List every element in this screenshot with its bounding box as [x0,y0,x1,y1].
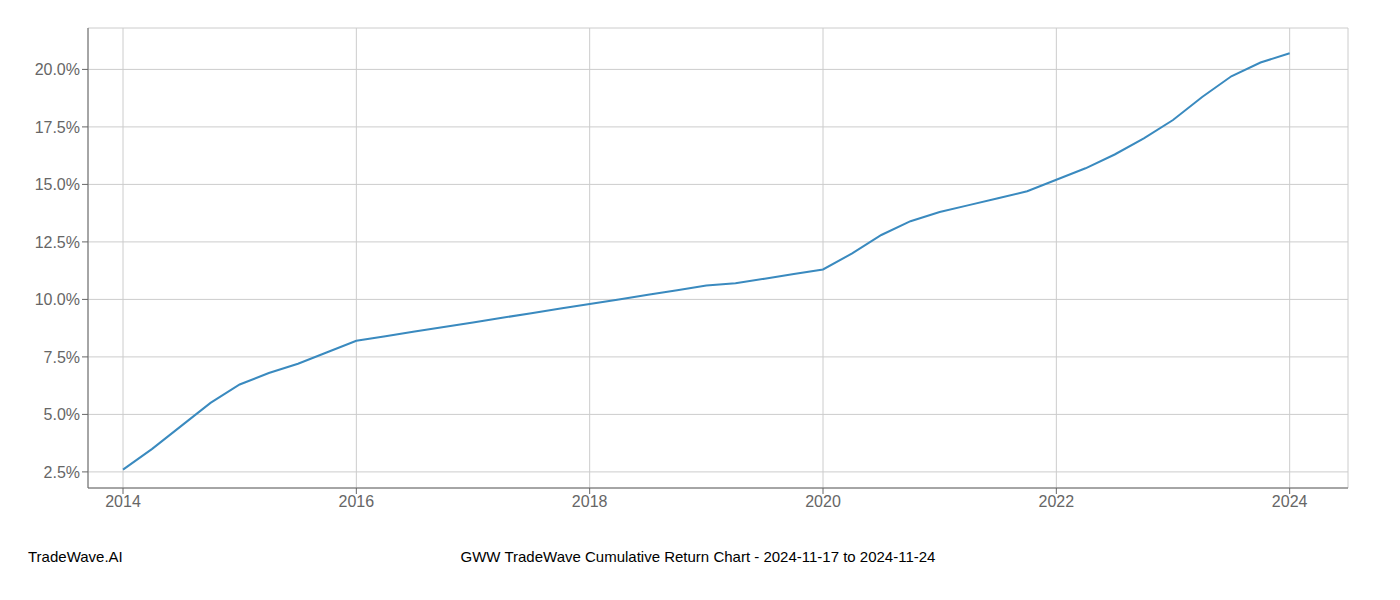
svg-text:2018: 2018 [572,493,608,510]
svg-text:20.0%: 20.0% [35,61,80,78]
svg-text:2024: 2024 [1272,493,1308,510]
html-text:TradeWave.AI: TradeWave.AI [28,548,123,565]
svg-text:2014: 2014 [105,493,141,510]
svg-text:7.5%: 7.5% [44,349,80,366]
svg-text:5.0%: 5.0% [44,406,80,423]
html-text:GWW TradeWave Cumulative Retur: GWW TradeWave Cumulative Return Chart - … [460,548,936,565]
svg-text:2016: 2016 [339,493,375,510]
svg-text:12.5%: 12.5% [35,234,80,251]
svg-text:17.5%: 17.5% [35,119,80,136]
svg-text:2.5%: 2.5% [44,464,80,481]
svg-text:2020: 2020 [805,493,841,510]
svg-text:2022: 2022 [1039,493,1075,510]
svg-text:10.0%: 10.0% [35,291,80,308]
svg-text:15.0%: 15.0% [35,176,80,193]
